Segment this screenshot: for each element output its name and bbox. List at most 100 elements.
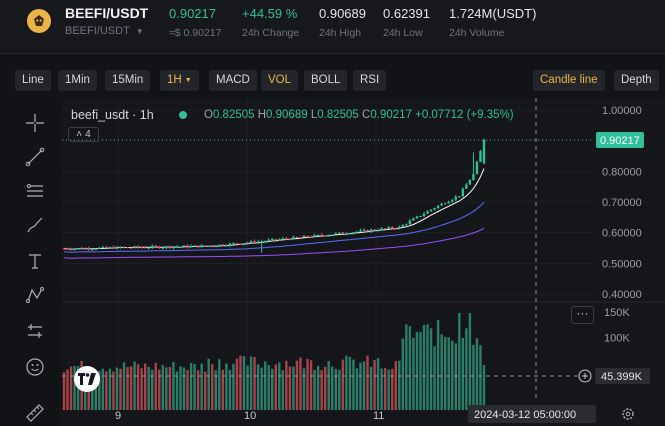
volume-bar	[415, 331, 419, 410]
candle-body	[94, 248, 97, 250]
candle-body	[151, 245, 154, 248]
candle-body	[267, 239, 270, 242]
candle-body	[338, 232, 341, 234]
interval-1min-button[interactable]: 1Min	[58, 70, 97, 91]
candle-body	[373, 229, 376, 231]
pair-title[interactable]: BEEFI/USDT	[65, 5, 149, 21]
volume-bar	[242, 356, 246, 410]
volume-bar	[443, 336, 447, 410]
indicator-collapse-button[interactable]: ˄ 4	[68, 127, 99, 142]
volume-bar	[196, 370, 200, 410]
volume-bar	[140, 368, 143, 410]
volume-bar	[228, 370, 232, 410]
line-button[interactable]: Line	[15, 70, 51, 91]
candle-body	[186, 245, 189, 248]
emoji-icon[interactable]	[24, 356, 46, 378]
price-chart[interactable]: 1.000000.900000.800000.700000.600000.500…	[62, 98, 665, 426]
volume-bar	[447, 337, 450, 410]
volume-bar	[468, 313, 472, 410]
volume-value: 1.724M(USDT)	[449, 6, 537, 21]
candle-body	[458, 196, 461, 198]
volume-bar	[465, 328, 468, 410]
crosshair-time-bg	[468, 405, 596, 423]
candle-body	[440, 203, 443, 206]
volume-tick-label: 150K	[604, 307, 630, 319]
volume-bar	[440, 334, 443, 410]
price-tick-label: 0.60000	[602, 228, 642, 240]
candle-body	[260, 241, 263, 243]
volume-bar	[387, 369, 390, 410]
candle-body	[69, 249, 73, 251]
interval-15min-button[interactable]: 15Min	[105, 70, 151, 91]
volume-bar	[239, 355, 242, 410]
drawing-tools	[0, 104, 62, 426]
live-status-dot	[179, 111, 187, 119]
volume-bar	[479, 345, 482, 410]
candle-body	[454, 196, 457, 200]
trend-line-icon[interactable]	[24, 146, 46, 168]
candle-body	[73, 248, 76, 250]
ohlc-readout: O0.82505 H0.90689 L0.82505 C0.90217 +0.0…	[204, 109, 514, 121]
candle-body	[196, 245, 200, 248]
vol-button[interactable]: VOL	[261, 70, 299, 91]
tradingview-logo-icon[interactable]	[74, 366, 100, 392]
interval-1h-button[interactable]: 1H ▼	[160, 70, 199, 91]
plus-icon	[582, 373, 588, 379]
volume-bar	[73, 366, 76, 410]
fib-lines-icon[interactable]	[24, 180, 46, 202]
text-icon[interactable]	[24, 250, 46, 272]
ruler-icon[interactable]	[24, 402, 46, 424]
more-options-button[interactable]: ···	[571, 306, 594, 324]
volume-bar	[126, 366, 129, 410]
pattern-icon[interactable]	[24, 284, 46, 306]
volume-bar	[136, 364, 140, 410]
candle-body	[218, 244, 221, 247]
pair-selector[interactable]: BEEFI/USDT ▼	[65, 25, 144, 37]
volume-bar	[394, 361, 397, 410]
candle-body	[295, 236, 299, 238]
caret-down-icon: ▼	[184, 77, 192, 84]
volume-bar	[179, 366, 182, 410]
candle-body	[391, 227, 394, 229]
candle-body	[380, 228, 383, 231]
candle-body	[242, 243, 246, 245]
market-header: BEEFI/USDT BEEFI/USDT ▼ 0.90217 ≈$ 0.9021…	[0, 0, 665, 54]
boll-button[interactable]: BOLL	[304, 70, 348, 91]
volume-bar	[419, 331, 422, 410]
candle-body	[143, 247, 147, 249]
ma25-line	[63, 201, 485, 253]
chart-canvas[interactable]: 1.000000.900000.800000.700000.600000.500…	[62, 98, 665, 426]
volume-bar	[260, 367, 263, 410]
brush-icon[interactable]	[24, 214, 46, 236]
beefi-logo-icon	[27, 9, 51, 33]
chevron-down-icon: ▼	[135, 27, 144, 36]
candle-body	[366, 229, 369, 232]
volume-bar	[429, 328, 433, 410]
volume-bar	[207, 358, 210, 410]
crosshair-icon[interactable]	[24, 112, 46, 134]
candle-line-button[interactable]: Candle line	[533, 70, 605, 91]
volume-bar	[235, 358, 239, 410]
volume-bar	[168, 366, 172, 410]
price-tick-label: 0.70000	[602, 197, 642, 209]
volume-bar	[355, 368, 359, 410]
candle-body	[154, 245, 157, 247]
volume-bar	[94, 370, 97, 410]
volume-bar	[105, 371, 108, 410]
depth-button[interactable]: Depth	[614, 70, 659, 91]
candle-body	[323, 235, 327, 237]
candle-body	[320, 234, 323, 236]
current-price-tag-bg	[596, 132, 644, 149]
candle-body	[271, 238, 274, 240]
measure-icon[interactable]	[24, 320, 46, 342]
candle-body	[115, 246, 119, 249]
price-tick-label: 0.80000	[602, 166, 642, 178]
volume-bar	[295, 360, 299, 410]
candle-body	[147, 247, 150, 249]
candle-body	[189, 246, 193, 248]
candle-body	[465, 184, 468, 189]
rsi-button[interactable]: RSI	[353, 70, 387, 91]
candle-body	[355, 231, 359, 233]
low-value: 0.62391	[383, 6, 430, 21]
macd-button[interactable]: MACD	[209, 70, 257, 91]
